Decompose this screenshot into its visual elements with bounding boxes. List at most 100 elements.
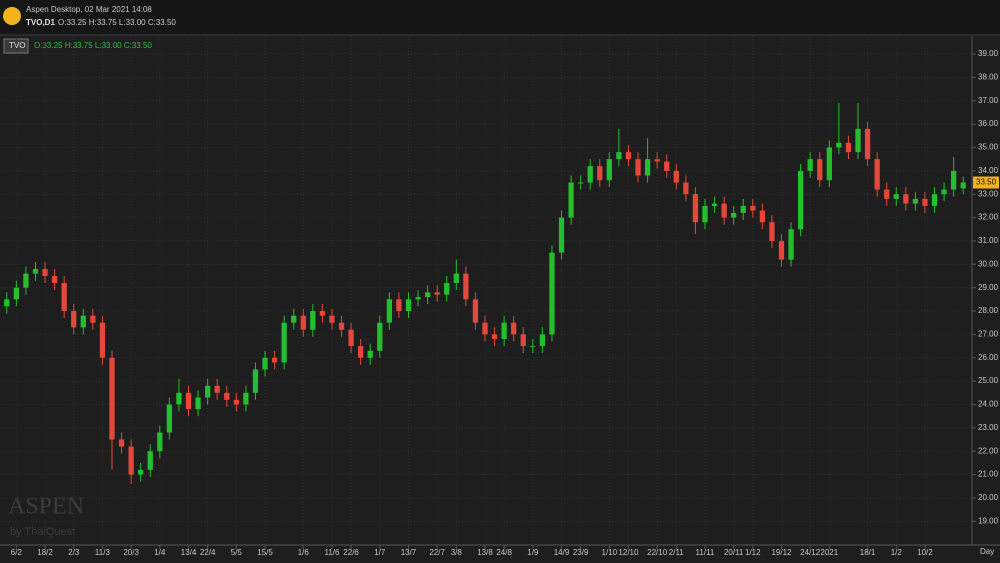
candle-body (444, 282, 450, 295)
candle-body (90, 315, 96, 323)
candle-body (329, 315, 335, 323)
x-tick-label: 1/12 (745, 548, 761, 557)
candle-body (597, 166, 603, 181)
legend-ohlc: O:33.25 H:33.75 L:33.00 C:33.50 (34, 41, 152, 50)
candle-body (271, 357, 278, 363)
candle-body (147, 451, 153, 470)
y-tick-label: 22.00 (978, 446, 999, 455)
candle-body (405, 299, 412, 312)
x-tick-label: 24/12 (800, 548, 821, 557)
watermark-sub: by ThaiQuest (10, 526, 75, 538)
candle-body (13, 287, 19, 300)
y-tick-label: 32.00 (978, 213, 999, 222)
candle-body (281, 322, 287, 363)
candle-body (415, 297, 421, 300)
candle-body (530, 346, 536, 348)
y-tick-label: 31.00 (978, 236, 999, 245)
symbol: TVO,D1 (26, 18, 55, 27)
candle-body (731, 212, 737, 218)
x-tick-label: 18/1 (860, 548, 876, 557)
candle-body (864, 128, 871, 160)
candle-body (759, 210, 765, 223)
x-tick-label: 12/10 (618, 548, 639, 557)
y-tick-label: 30.00 (978, 259, 999, 268)
title-bar (0, 0, 1000, 34)
x-tick-label: 14/9 (554, 548, 570, 557)
candle-body (71, 311, 77, 328)
candle-body (568, 182, 574, 218)
candle-body (797, 170, 804, 230)
candle-body (625, 152, 632, 160)
candle-body (472, 299, 479, 323)
y-tick-label: 29.00 (978, 283, 999, 292)
x-tick-label: 13/4 (181, 548, 197, 557)
y-tick-label: 24.00 (978, 400, 999, 409)
candle-body (358, 346, 364, 358)
x-tick-label: 6/2 (11, 548, 23, 557)
candle-body (750, 205, 756, 211)
x-tick-label: 19/12 (771, 548, 792, 557)
candle-body (635, 159, 641, 176)
candle-body (185, 392, 192, 410)
candle-body (558, 217, 565, 253)
candle-body (960, 182, 966, 189)
candle-body (214, 385, 220, 393)
x-tick-label: 5/5 (231, 548, 243, 557)
candle-body (319, 311, 326, 316)
last-price-tag (973, 176, 999, 189)
candle-body (338, 322, 345, 330)
candle-body (778, 240, 785, 260)
x-tick-label: 1/10 (602, 548, 618, 557)
candle-body (243, 392, 249, 405)
candle-body (61, 282, 67, 312)
candle-body (4, 299, 10, 307)
candle-body (711, 203, 718, 206)
candle-body (262, 357, 268, 370)
candle-body (664, 161, 670, 171)
candle-body (788, 229, 794, 260)
candle-body (434, 292, 440, 295)
x-tick-label: 2/11 (669, 548, 685, 557)
candle-body (367, 350, 373, 358)
y-tick-label: 36.00 (978, 119, 999, 128)
candle-body (195, 397, 201, 410)
candle-body (42, 268, 48, 276)
x-unit: Day (980, 547, 994, 556)
y-tick-label: 37.00 (978, 96, 999, 105)
x-tick-label: 1/6 (298, 548, 310, 557)
x-tick-label: 2/3 (68, 548, 80, 557)
x-tick-label: 11/11 (696, 548, 715, 557)
watermark: ASPEN (8, 494, 84, 520)
candle-body (855, 128, 861, 153)
y-tick-label: 26.00 (978, 353, 999, 362)
candle-body (491, 334, 498, 340)
candle-body (138, 469, 144, 475)
candle-body (874, 159, 880, 190)
x-tick-label: 22/10 (647, 548, 668, 557)
candle-body (291, 315, 297, 323)
candle-body (424, 292, 431, 298)
candle-body (683, 182, 689, 195)
candle-body (233, 399, 239, 405)
candle-body (157, 432, 163, 452)
candle-body (463, 273, 469, 300)
candle-body (644, 159, 651, 176)
candle-body (23, 273, 29, 288)
candle-body (673, 170, 679, 183)
app-icon (3, 7, 21, 25)
candle-body (606, 159, 612, 181)
y-tick-label: 28.00 (978, 306, 999, 315)
candle-body (702, 205, 708, 223)
x-tick-label: 20/3 (123, 548, 139, 557)
y-tick-label: 27.00 (978, 330, 999, 339)
x-tick-label: 11/3 (95, 548, 111, 557)
x-tick-label: 23/9 (573, 548, 589, 557)
candle-body (903, 194, 909, 204)
candle-body (922, 198, 928, 206)
last-price-label: 33.50 (976, 178, 997, 187)
candle-body (310, 311, 316, 330)
x-tick-label: 22/6 (343, 548, 359, 557)
candle-body (511, 322, 517, 335)
